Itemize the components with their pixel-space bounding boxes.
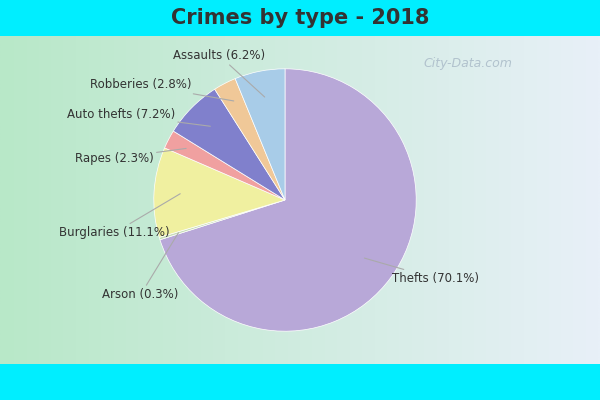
Text: City-Data.com: City-Data.com (424, 58, 512, 70)
Text: Thefts (70.1%): Thefts (70.1%) (364, 258, 479, 285)
Wedge shape (215, 79, 285, 200)
Wedge shape (154, 148, 285, 237)
Text: Robberies (2.8%): Robberies (2.8%) (90, 78, 234, 101)
Text: Burglaries (11.1%): Burglaries (11.1%) (59, 194, 180, 239)
Text: Crimes by type - 2018: Crimes by type - 2018 (171, 8, 429, 28)
Wedge shape (159, 200, 285, 240)
Text: Assaults (6.2%): Assaults (6.2%) (173, 49, 265, 97)
Wedge shape (164, 131, 285, 200)
Wedge shape (235, 69, 285, 200)
Text: Arson (0.3%): Arson (0.3%) (103, 233, 179, 301)
Text: Auto thefts (7.2%): Auto thefts (7.2%) (67, 108, 211, 126)
Text: Rapes (2.3%): Rapes (2.3%) (75, 148, 186, 164)
Wedge shape (160, 69, 416, 331)
Wedge shape (173, 89, 285, 200)
